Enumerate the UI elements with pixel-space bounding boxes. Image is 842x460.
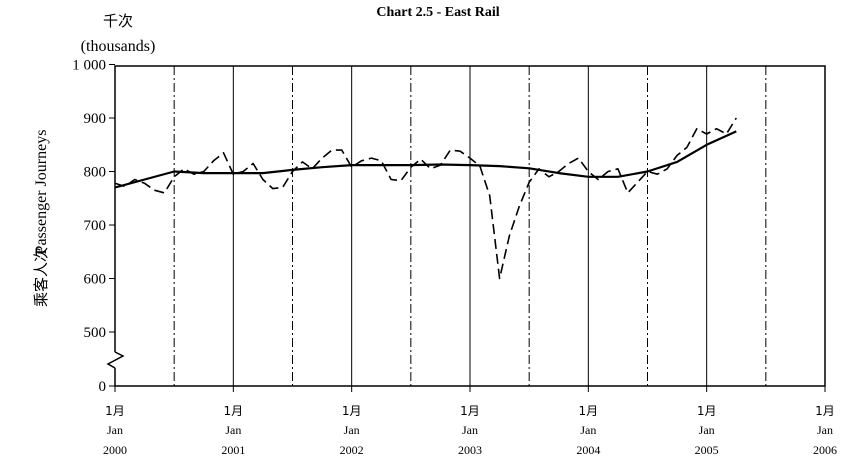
y-tick-label: 900 xyxy=(84,111,107,127)
x-tick-year: 2000 xyxy=(103,443,127,457)
x-tick-month-en: Jan xyxy=(344,423,360,437)
series-line-dashed xyxy=(114,117,737,280)
x-axis-ticks: 1月 Jan 2000 1月 Jan 2001 1月 Jan 2002 1月 Jan 2003 1月 Ja… xyxy=(103,386,837,457)
series-line-solid xyxy=(114,130,737,189)
y-tick-label: 0 xyxy=(99,379,107,395)
y-tick-label: 600 xyxy=(84,272,107,288)
x-tick-month-cn: 1月 xyxy=(579,404,599,418)
y-axis-label-cn: 乘客人次 xyxy=(32,247,50,307)
series-lines xyxy=(114,117,737,280)
y-tick-label: 500 xyxy=(84,325,107,341)
axis-break-symbol xyxy=(106,351,125,369)
x-tick-month-cn: 1月 xyxy=(697,404,717,418)
x-tick-month-cn: 1月 xyxy=(342,404,362,418)
chart-title: Chart 2.5 - East Rail xyxy=(376,5,499,20)
x-tick-year: 2001 xyxy=(221,443,245,457)
unit-label-cn: 千次 xyxy=(103,12,133,30)
x-tick-month-cn: 1月 xyxy=(224,404,244,418)
x-tick-year: 2002 xyxy=(340,443,364,457)
x-tick-year: 2003 xyxy=(458,443,482,457)
x-tick-month-en: Jan xyxy=(107,423,123,437)
x-tick-month-en: Jan xyxy=(699,423,715,437)
x-tick-month-en: Jan xyxy=(817,423,833,437)
x-tick-month-cn: 1月 xyxy=(105,404,125,418)
y-axis-label-en: Passenger Journeys xyxy=(33,130,50,255)
x-tick-year: 2006 xyxy=(813,443,837,457)
x-tick-month-en: Jan xyxy=(225,423,241,437)
x-tick-month-cn: 1月 xyxy=(460,404,480,418)
x-tick-year: 2004 xyxy=(576,443,600,457)
y-tick-label: 800 xyxy=(84,165,107,181)
y-tick-label: 1 000 xyxy=(72,58,106,74)
y-tick-label: 700 xyxy=(84,218,107,234)
x-tick-month-en: Jan xyxy=(580,423,596,437)
gridlines xyxy=(173,66,767,386)
y-axis-ticks: 0 500 600 700 800 900 1 000 xyxy=(72,58,115,395)
x-tick-month-cn: 1月 xyxy=(815,404,835,418)
unit-label-en: (thousands) xyxy=(81,38,156,55)
x-tick-month-en: Jan xyxy=(462,423,478,437)
x-tick-year: 2005 xyxy=(695,443,719,457)
